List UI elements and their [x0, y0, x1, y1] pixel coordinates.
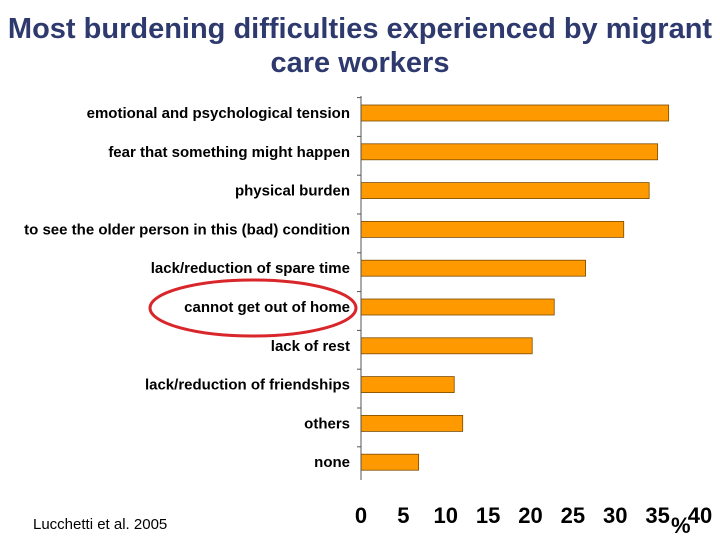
x-tick-label: 10	[434, 503, 458, 528]
x-tick-label: 15	[476, 503, 500, 528]
x-tick-label: 5	[397, 503, 409, 528]
x-tick-label: 25	[561, 503, 585, 528]
bar-4	[360, 259, 586, 277]
bar-9	[360, 453, 420, 471]
x-tick-label: 30	[603, 503, 627, 528]
category-label: lack of rest	[271, 338, 350, 355]
x-tick-label: 35	[645, 503, 669, 528]
bar-2	[360, 182, 650, 200]
category-label: fear that something might happen	[108, 144, 350, 161]
axis-group	[357, 96, 362, 480]
category-label: none	[314, 454, 350, 471]
tick-labels-group: 0 5 10 15 20 25 30 35 40%	[355, 503, 712, 538]
chart-title: Most burdening difficulties experienced …	[7, 13, 713, 79]
bar-0	[360, 104, 670, 122]
category-labels-group: emotional and psychological tension fear …	[24, 105, 350, 471]
bar-8	[360, 414, 464, 432]
bars-group	[360, 104, 670, 471]
category-label: cannot get out of home	[184, 299, 350, 316]
highlight-group	[148, 278, 358, 338]
x-tick-label: 40	[688, 503, 712, 528]
category-label: emotional and psychological tension	[87, 105, 350, 122]
bar-3	[360, 220, 625, 238]
bar-1	[360, 143, 659, 161]
x-tick-label: 0	[355, 503, 367, 528]
bar-7	[360, 376, 455, 394]
source-citation: Lucchetti et al. 2005	[33, 516, 168, 533]
highlight-ellipse	[148, 278, 358, 338]
x-axis-unit-label: %	[671, 513, 691, 538]
category-label: physical burden	[235, 183, 350, 200]
bar-5	[360, 298, 555, 316]
bar-6	[360, 337, 533, 355]
category-label: lack/reduction of spare time	[151, 260, 350, 277]
category-label: others	[304, 415, 350, 432]
x-tick-label: 20	[518, 503, 542, 528]
category-label: to see the older person in this (bad) co…	[24, 221, 350, 238]
category-label: lack/reduction of friendships	[145, 377, 350, 394]
